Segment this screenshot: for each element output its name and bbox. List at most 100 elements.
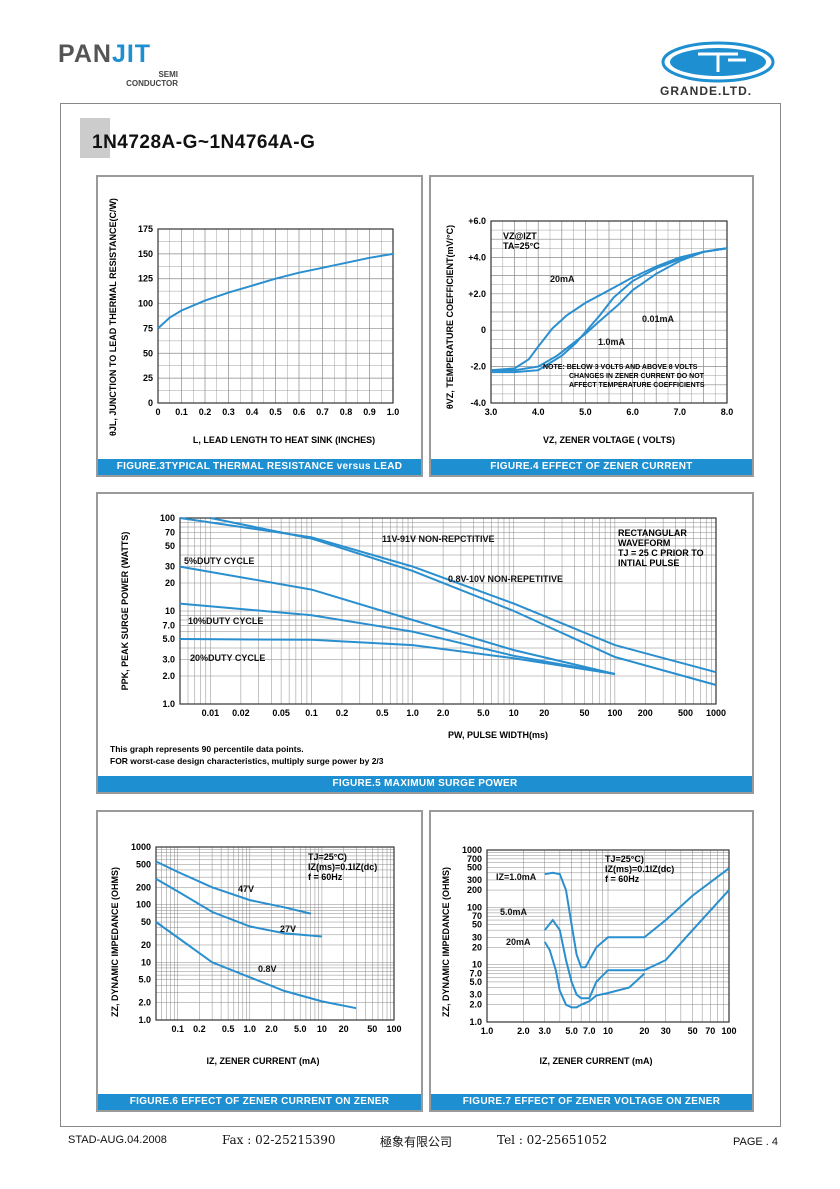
x-tick-label: 30 <box>661 1026 671 1036</box>
series-line-3 <box>179 602 616 675</box>
series-line-4 <box>179 638 616 675</box>
annotation: IZ(ms)=0.1IZ(dc) <box>308 862 377 872</box>
x-tick-label: 100 <box>386 1024 401 1034</box>
y-tick-label: 2.0 <box>138 998 151 1008</box>
x-tick-label: 100 <box>607 708 622 718</box>
x-tick-label: 0.9 <box>363 407 376 417</box>
y-tick-label: 30 <box>472 932 482 942</box>
y-tick-label: 7.0 <box>469 969 482 979</box>
x-tick-label: 50 <box>579 708 589 718</box>
x-axis-label: VZ, ZENER VOLTAGE ( VOLTS) <box>543 435 675 445</box>
footer-company: 極象有限公司 <box>380 1135 453 1149</box>
y-tick-label: 20 <box>472 942 482 952</box>
x-tick-label: 1.0 <box>481 1026 494 1036</box>
y-tick-label: 175 <box>138 224 153 234</box>
figure4-chart: 3.0 4.0 5.0 6.0 7.0 8.0 -4.0 -2.0 0 +2.0 +4.0 +6.0 V… <box>445 216 733 445</box>
series-line-1 <box>210 517 717 686</box>
legend-note: WAVEFORM <box>618 538 670 548</box>
y-tick-label: 70 <box>165 527 175 537</box>
y-tick-label: 500 <box>467 862 482 872</box>
x-tick-label: 10 <box>603 1026 613 1036</box>
x-tick-label: 20 <box>339 1024 349 1034</box>
x-tick-label: 50 <box>367 1024 377 1034</box>
x-tick-label: 5.0 <box>579 407 592 417</box>
x-tick-label: 0.7 <box>316 407 329 417</box>
y-tick-label: 1000 <box>131 842 151 852</box>
y-tick-label: 2.0 <box>162 671 175 681</box>
x-tick-label: 2.0 <box>437 708 450 718</box>
series-label: 20mA <box>506 937 531 947</box>
figure3-caption: FIGURE.3TYPICAL THERMAL RESISTANCE versu… <box>98 459 421 488</box>
figure6-chart: 0.1 0.2 0.5 1.0 2.0 5.0 10 20 50 100 1.0 2.0 5.0 10 20… <box>110 842 402 1066</box>
x-tick-label: 7.0 <box>674 407 687 417</box>
y-tick-label: 10 <box>141 957 151 967</box>
x-axis-label: IZ, ZENER CURRENT (mA) <box>540 1056 653 1066</box>
chart-note: FOR worst-case design characteristics, m… <box>110 756 384 766</box>
x-tick-label: 0.5 <box>376 708 389 718</box>
figure5-panel: 0.01 0.02 0.05 0.1 0.2 0.5 1.0 2.0 5.0 10 20 50 100 2… <box>96 492 754 794</box>
y-tick-label: -2.0 <box>470 362 486 372</box>
chart-note: This graph represents 90 percentile data… <box>110 744 304 754</box>
x-tick-label: 0.05 <box>272 708 290 718</box>
series-line-1 <box>543 889 730 1000</box>
series-line-2 <box>543 941 646 1009</box>
figure3-panel: 0 0.1 0.2 0.3 0.4 0.5 0.6 0.7 0.8 0.9 1.0 0 25 50 75 10… <box>96 175 423 488</box>
x-axis-label: IZ, ZENER CURRENT (mA) <box>207 1056 320 1066</box>
series-label: 47V <box>238 884 254 894</box>
x-tick-label: 0.6 <box>293 407 306 417</box>
figure5-chart: 0.01 0.02 0.05 0.1 0.2 0.5 1.0 2.0 5.0 10 20 50 100 2… <box>110 513 726 766</box>
y-tick-label: 0 <box>148 398 153 408</box>
x-tick-label: 10 <box>317 1024 327 1034</box>
y-axis-label: θVZ, TEMPERATURE COEFFICIENT(mV/°C) <box>445 225 455 409</box>
y-tick-label: 2.0 <box>469 1000 482 1010</box>
y-tick-label: 100 <box>160 513 175 523</box>
grande-logo-text: GRANDE.LTD. <box>660 84 753 98</box>
x-tick-label: 1.0 <box>387 407 400 417</box>
x-tick-label: 10 <box>509 708 519 718</box>
y-tick-label: 20 <box>165 578 175 588</box>
x-tick-label: 20 <box>639 1026 649 1036</box>
legend-note: RECTANGULAR <box>618 528 687 538</box>
annotation: IZ(ms)=0.1IZ(dc) <box>605 864 674 874</box>
series-line-0 <box>490 247 728 372</box>
footer-fax: Fax : 02-25215390 <box>222 1133 336 1147</box>
y-tick-label: 200 <box>467 885 482 895</box>
y-tick-label: 3.0 <box>469 990 482 1000</box>
y-tick-label: +4.0 <box>468 252 486 262</box>
series-line-2 <box>155 921 357 1010</box>
x-tick-label: 0.2 <box>193 1024 206 1034</box>
x-tick-label: 6.0 <box>626 407 639 417</box>
y-tick-label: 5.0 <box>469 977 482 987</box>
plot-area-border <box>179 517 717 705</box>
series-label: 20mA <box>550 274 575 284</box>
x-tick-label: 0.1 <box>175 407 188 417</box>
series-label: 1.0mA <box>598 337 626 347</box>
y-tick-label: 200 <box>136 882 151 892</box>
x-tick-label: 0.01 <box>202 708 220 718</box>
figure7-chart: 1.0 2.0 3.0 5.0 7.0 10 20 30 50 70 1001.02.03.05.0… <box>441 845 737 1066</box>
x-tick-label: 0 <box>155 407 160 417</box>
series-label: 11V-91V NON-REPCTITIVE <box>382 534 495 544</box>
x-tick-label: 0.2 <box>199 407 212 417</box>
x-tick-label: 70 <box>705 1026 715 1036</box>
annotation: f = 60Hz <box>308 872 343 882</box>
series-label: 20%DUTY CYCLE <box>190 653 265 663</box>
x-tick-label: 0.5 <box>269 407 282 417</box>
plot-area-border <box>155 846 395 1021</box>
series-line-0 <box>155 860 311 915</box>
x-tick-label: 50 <box>688 1026 698 1036</box>
x-tick-label: 1.0 <box>244 1024 257 1034</box>
grande-logo-icon <box>661 41 775 83</box>
series-label: 10%DUTY CYCLE <box>188 616 263 626</box>
figure7-caption: FIGURE.7 EFFECT OF ZENER VOLTAGE ON ZENE… <box>431 1094 752 1123</box>
annotation: TJ=25°C) <box>308 852 347 862</box>
x-tick-label: 3.0 <box>538 1026 551 1036</box>
series-label: 0.8V <box>258 964 277 974</box>
x-tick-label: 1.0 <box>406 708 419 718</box>
y-tick-label: 3.0 <box>162 655 175 665</box>
figure4-caption: FIGURE.4 EFFECT OF ZENER CURRENT <box>431 459 752 475</box>
series-line-2 <box>491 247 728 372</box>
y-tick-label: 20 <box>141 940 151 950</box>
x-tick-label: 0.4 <box>246 407 259 417</box>
legend-note: INTIAL PULSE <box>618 558 679 568</box>
